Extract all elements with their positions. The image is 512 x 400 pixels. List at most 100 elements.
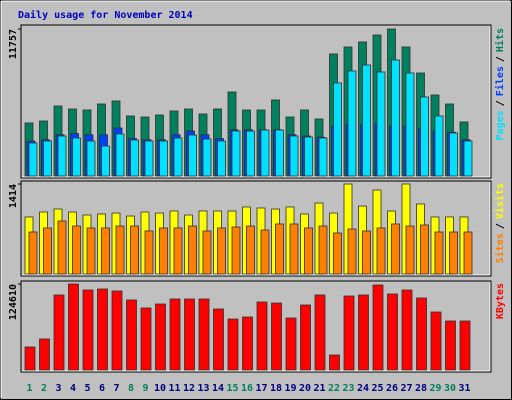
bar [300,304,311,371]
bar [405,72,415,177]
legend: KBytes [495,283,506,319]
legend-entry: Sites [494,233,506,263]
bar [434,115,444,177]
bar [43,140,52,177]
bar [260,229,270,275]
x-tick-label: 18 [270,383,282,394]
x-tick-label: 16 [241,383,253,394]
x-tick-label: 21 [313,383,325,394]
y-tick-label: 1414 [8,184,19,208]
bar [57,135,67,177]
bar [362,64,371,177]
bar [43,227,52,275]
bar [140,307,152,371]
legend-entry: Hits [494,28,506,52]
x-tick-label: 23 [342,383,354,394]
bar [391,223,400,275]
bar [347,228,357,275]
bar [173,137,183,177]
bar [459,320,471,371]
bar [57,220,67,275]
bar [343,295,355,371]
bar [39,338,50,371]
bar [188,225,197,275]
bar [401,289,413,371]
x-tick-label: 15 [226,383,238,394]
bar [358,294,369,371]
bar [231,226,241,275]
x-tick-label: 1 [26,383,32,394]
x-tick-label: 4 [70,383,76,394]
x-tick-label: 26 [386,383,398,394]
x-tick-label: 9 [142,383,148,394]
bar [304,136,313,177]
bar [188,134,197,177]
x-tick-label: 8 [128,383,134,394]
bar [260,129,270,177]
bar [333,82,342,177]
bar [275,223,284,275]
x-tick-label: 31 [458,383,470,394]
bar [115,225,125,275]
x-tick-label: 28 [415,383,427,394]
x-tick-label: 19 [284,383,296,394]
bar [217,140,226,177]
legend-separator: / [495,223,506,229]
bar [217,227,226,275]
bar [420,96,429,177]
bar [256,301,268,371]
bar [304,227,313,275]
bar [376,227,386,275]
bar [246,225,255,275]
bar [405,225,415,275]
x-tick-label: 2 [41,383,47,394]
bar [68,283,79,371]
bar [231,130,241,177]
bar [463,140,473,177]
x-tick-label: 12 [183,383,195,394]
x-tick-label: 11 [168,383,180,394]
bar [198,298,210,371]
bar [28,231,38,275]
bar [376,71,386,177]
bar [449,231,458,275]
bar [285,317,297,371]
bar [347,70,357,177]
x-tick-label: 22 [328,383,340,394]
bar [434,231,444,275]
bar [275,129,284,177]
bar [318,225,328,275]
bar [82,289,94,371]
bar [333,232,342,275]
bar [130,139,139,177]
bar [144,230,154,275]
x-tick-label: 3 [55,383,61,394]
x-tick-label: 5 [84,383,90,394]
legend: Sites / Visits [494,183,506,263]
bar [329,354,340,371]
bar [420,224,429,275]
bar [159,140,168,177]
bar [387,293,398,371]
legend-separator: / [495,56,506,62]
bar [72,137,81,177]
bar [416,297,427,371]
bar [202,138,212,177]
x-tick-label: 17 [255,383,267,394]
legend-entry: Files [494,66,506,96]
bar [227,318,239,371]
x-tick-label: 27 [400,383,412,394]
bar [28,142,38,177]
bar [173,227,183,275]
bar [202,230,212,275]
bar [391,59,400,177]
bar [115,133,125,177]
bar [318,137,328,177]
bar [314,294,326,371]
legend-separator: / [495,100,506,106]
x-tick-label: 6 [99,383,105,394]
bar [246,130,255,177]
bar [24,346,36,371]
bar [155,303,166,371]
x-tick-label: 29 [429,383,441,394]
